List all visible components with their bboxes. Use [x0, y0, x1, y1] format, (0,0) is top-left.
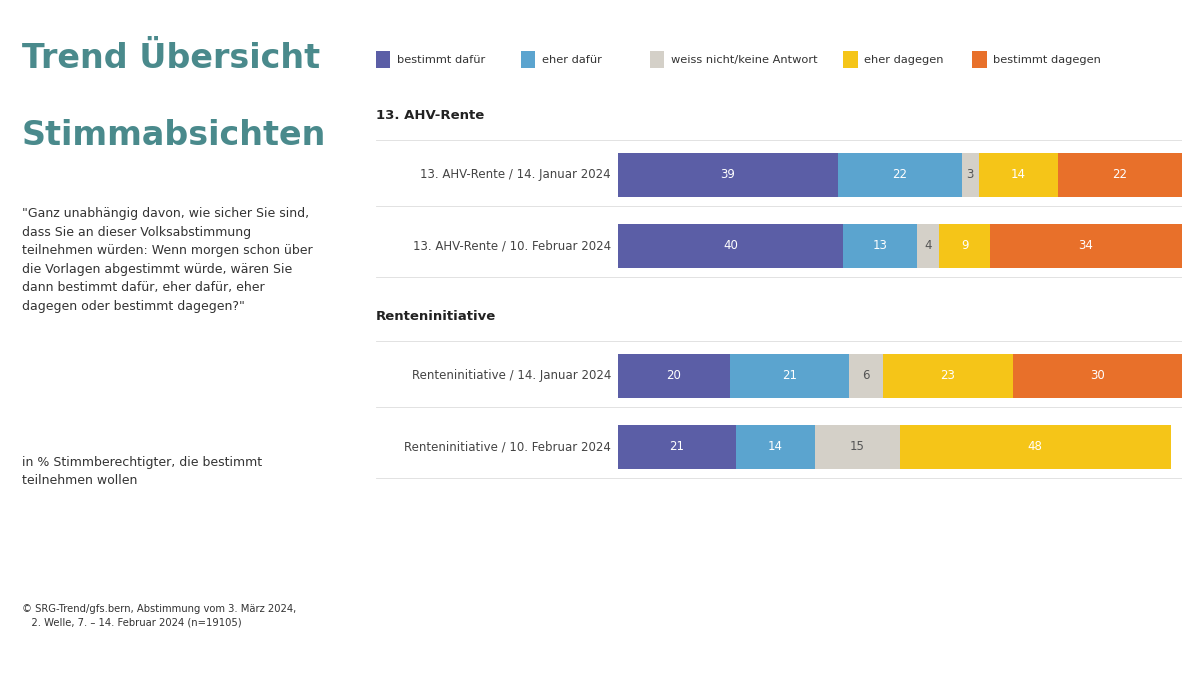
Text: 22: 22 — [893, 168, 907, 182]
Text: 6: 6 — [862, 369, 870, 383]
Text: weiss nicht/keine Antwort: weiss nicht/keine Antwort — [671, 55, 817, 65]
Bar — [731, 354, 848, 398]
Text: 4: 4 — [924, 240, 931, 252]
Bar — [917, 223, 940, 268]
Text: 21: 21 — [782, 369, 797, 383]
Text: 39: 39 — [720, 168, 736, 182]
Bar — [979, 153, 1058, 197]
Text: 22: 22 — [1112, 168, 1128, 182]
Text: eher dagegen: eher dagegen — [864, 55, 943, 65]
Text: 14: 14 — [1010, 168, 1026, 182]
Text: 21: 21 — [670, 440, 684, 454]
Bar — [618, 354, 731, 398]
Text: 9: 9 — [961, 240, 968, 252]
Bar — [990, 223, 1182, 268]
Text: 13. AHV-Rente / 14. Januar 2024: 13. AHV-Rente / 14. Januar 2024 — [420, 168, 611, 182]
Text: Stimmabsichten: Stimmabsichten — [22, 119, 326, 152]
Bar — [618, 223, 844, 268]
Bar — [376, 51, 390, 68]
Text: 20: 20 — [666, 369, 682, 383]
Text: 40: 40 — [722, 240, 738, 252]
Text: 30: 30 — [1090, 369, 1105, 383]
Bar — [618, 425, 736, 469]
Bar — [848, 354, 883, 398]
Bar — [844, 51, 858, 68]
Text: bestimmt dafür: bestimmt dafür — [396, 55, 485, 65]
Bar — [1058, 153, 1182, 197]
Text: eher dafür: eher dafür — [541, 55, 601, 65]
Text: © SRG-Trend/gfs.bern, Abstimmung vom 3. März 2024,
   2. Welle, 7. – 14. Februar: © SRG-Trend/gfs.bern, Abstimmung vom 3. … — [22, 604, 296, 627]
Bar — [649, 51, 665, 68]
Text: bestimmt dagegen: bestimmt dagegen — [994, 55, 1102, 65]
Text: Trend Übersicht: Trend Übersicht — [22, 42, 319, 75]
Bar — [521, 51, 535, 68]
Bar — [900, 425, 1171, 469]
Text: 34: 34 — [1079, 240, 1093, 252]
Text: 14: 14 — [768, 440, 784, 454]
Text: "Ganz unabhängig davon, wie sicher Sie sind,
dass Sie an dieser Volksabstimmung
: "Ganz unabhängig davon, wie sicher Sie s… — [22, 207, 312, 313]
Text: 3: 3 — [967, 168, 974, 182]
Bar — [736, 425, 815, 469]
Text: Renteninitiative / 10. Februar 2024: Renteninitiative / 10. Februar 2024 — [404, 440, 611, 454]
Text: in % Stimmberechtigter, die bestimmt
teilnehmen wollen: in % Stimmberechtigter, die bestimmt tei… — [22, 456, 262, 487]
Bar — [972, 51, 986, 68]
Bar — [618, 153, 838, 197]
Text: Renteninitiative: Renteninitiative — [376, 310, 496, 323]
Text: 48: 48 — [1027, 440, 1043, 454]
Text: 13. AHV-Rente / 10. Februar 2024: 13. AHV-Rente / 10. Februar 2024 — [413, 240, 611, 252]
Bar — [815, 425, 900, 469]
Text: 15: 15 — [850, 440, 865, 454]
Text: 13: 13 — [872, 240, 888, 252]
Text: 13. AHV-Rente: 13. AHV-Rente — [376, 109, 484, 122]
Bar — [883, 354, 1013, 398]
Text: 23: 23 — [941, 369, 955, 383]
Bar — [838, 153, 962, 197]
Text: Renteninitiative / 14. Januar 2024: Renteninitiative / 14. Januar 2024 — [412, 369, 611, 383]
Bar — [1013, 354, 1182, 398]
Bar — [962, 153, 979, 197]
Bar — [844, 223, 917, 268]
Bar — [940, 223, 990, 268]
